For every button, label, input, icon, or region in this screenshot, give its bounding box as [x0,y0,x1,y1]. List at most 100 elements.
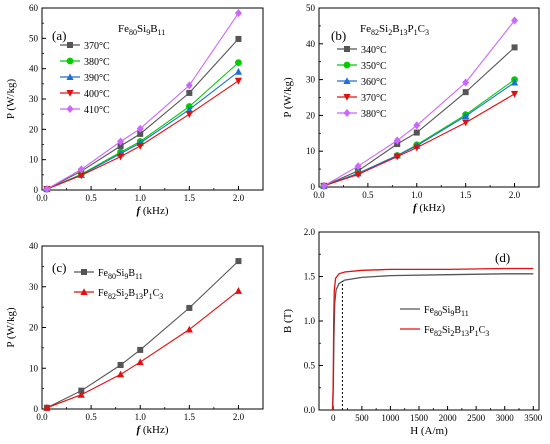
y-axis-title: B (T) [282,309,294,333]
panel-d: 0 500 1000 1500 2000 2500 3000 3500 0.0 0.5 1.0 1.5… [282,227,543,437]
x-tick-label: 1.5 [184,412,196,422]
subscript: 2 [450,329,454,338]
data-point [234,287,243,294]
legend-entry: 350°C [337,61,387,72]
data-point [393,136,401,145]
series [332,267,534,411]
y-tick-label: 30 [29,282,39,292]
legend-entry: Fe80Si9B11 [74,268,143,281]
data-point [462,119,470,127]
data-point [320,181,328,190]
legend-label: 370°C [361,93,387,104]
x-axis-title: f (kHz) [413,202,445,214]
y-tick-label: 40 [29,241,39,251]
series [43,35,242,193]
data-point [77,165,85,174]
data-point [234,9,242,18]
y-tick-label: 2.0 [304,227,316,237]
legend-marker [81,269,87,275]
subscript: 9 [450,309,454,318]
series [331,273,534,411]
series-line [323,82,515,187]
text-part: Si [442,325,451,336]
series-line [46,38,239,190]
data-point [462,89,469,96]
subscript: 1 [149,292,153,301]
data-point [462,78,470,87]
data-point [43,403,51,411]
data-point [393,153,401,161]
series-line [46,71,239,190]
data-point [234,67,243,75]
data-point [413,129,420,136]
y-axis-title: P (W/kg) [5,79,17,120]
subscript: 80 [129,28,137,37]
x-tick-label: 1.5 [460,190,472,200]
x-tick-label: 1.0 [135,412,147,422]
data-point [136,143,144,150]
legend-label: 370°C [84,41,110,52]
series [320,16,519,190]
text-part: B [150,23,157,35]
subscript: 11 [461,309,469,318]
x-tick-label: 0.0 [313,190,325,200]
legend-entry: Fe80Si9B11 [400,305,469,318]
subscript: 3 [425,28,429,37]
text-part: Si [442,305,451,316]
y-axis-title: P (W/kg) [282,77,294,118]
x-tick-label: 2500 [467,413,486,423]
subscript: 1 [414,28,418,37]
x-tick-label: 2.0 [233,412,245,422]
x-tick-label: 1.0 [135,193,147,203]
series-line [46,290,239,409]
legend-entry: 340°C [337,45,387,56]
x-axis-title: H (A/m) [410,425,448,437]
y-tick-label: 0 [311,182,316,192]
y-tick-label: 0 [34,404,39,414]
subscript: 3 [485,329,489,338]
panel-label: (c) [52,260,66,275]
series [43,287,243,411]
x-tick-label: 0.0 [36,412,48,422]
x-tick-label: 1.0 [411,190,423,200]
panel-label: (d) [495,250,510,265]
legend-marker [343,109,351,117]
x-tick-label: 1.5 [184,193,196,203]
legend-marker [66,105,74,113]
text-part: Si [379,23,388,35]
text-part: P [143,288,149,299]
legend-marker [66,57,74,65]
y-axis-title: P (W/kg) [5,307,17,348]
x-tick-label: 3000 [496,413,515,423]
subscript: 13 [400,28,408,37]
subscript: 9 [146,28,150,37]
data-point [413,144,421,152]
y-tick-label: 20 [29,124,39,134]
data-point [136,124,144,133]
panel-b: 0.0 0.5 1.0 1.5 2.0 0 10 20 30 40 50 P (W/kg) f (kHz… [282,3,540,214]
data-point [354,171,362,179]
legend-entry: 380°C [337,109,387,120]
x-axis-title-unit: (kHz) [140,424,169,436]
x-tick-label: 0.5 [85,193,97,203]
data-point [116,370,125,378]
legend-label: 390°C [84,73,110,84]
text-part: Si [116,268,125,279]
x-tick-label: 1000 [381,413,400,423]
data-point [116,153,125,161]
data-point [185,105,193,113]
panel-title: Fe82Si2B13P1C3 [360,23,429,37]
series-line [46,260,239,409]
data-point [235,258,242,265]
y-tick-label: 30 [306,75,316,85]
text-part: B [128,268,135,279]
y-tick-label: 60 [29,3,39,13]
x-tick-label: 0.5 [362,190,374,200]
legend-label: Fe82Si2B13P1C3 [424,325,489,338]
data-point [186,89,193,96]
legend-entry: 380°C [60,57,110,68]
data-point [117,361,124,368]
subscript: 13 [135,292,143,301]
text-part: P [408,23,414,35]
